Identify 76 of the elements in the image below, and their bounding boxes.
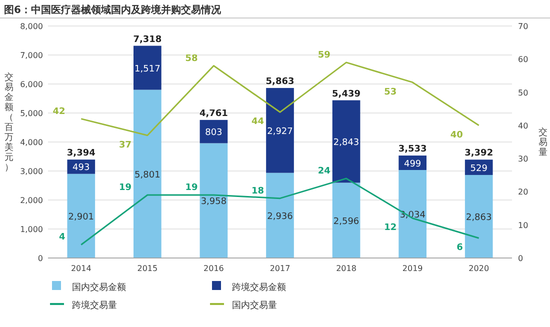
data-label: 499 <box>404 159 422 170</box>
y-tick-label: 2,000 <box>20 196 43 205</box>
text: 交易金额（百万美元） <box>4 73 14 173</box>
data-label: 37 <box>118 140 132 150</box>
y2-tick-label: 40 <box>518 121 528 130</box>
legend-label: 跨境交易金额 <box>232 282 286 293</box>
legend-label: 国内交易量 <box>232 300 277 311</box>
legend-label: 国内交易金额 <box>72 282 126 293</box>
data-label: 42 <box>52 106 66 117</box>
data-label: 2,843 <box>333 138 360 148</box>
data-label: 2,863 <box>466 212 492 223</box>
y-tick-label: 6,000 <box>20 80 43 89</box>
bar <box>398 170 426 258</box>
data-label: 24 <box>318 166 330 176</box>
x-tick-label: 2019 <box>402 264 423 273</box>
data-label: 18 <box>252 186 264 196</box>
data-label: 803 <box>205 128 222 138</box>
data-label: 40 <box>450 130 463 140</box>
y2-tick-label: 10 <box>518 220 528 230</box>
data-label: 59 <box>318 50 330 60</box>
y-tick-label: 7,000 <box>20 51 43 60</box>
bar <box>332 182 360 258</box>
y-tick-label: 5,000 <box>20 109 43 118</box>
bar <box>266 172 294 258</box>
y-tick-label: 0 <box>38 254 43 263</box>
total-label: 3,392 <box>464 148 494 159</box>
x-tick-label: 2014 <box>70 264 92 273</box>
total-label: 3,533 <box>398 144 427 155</box>
data-label: 5,801 <box>134 170 160 180</box>
bar <box>67 174 96 258</box>
x-tick-label: 2017 <box>270 264 290 273</box>
data-label: 493 <box>72 163 90 174</box>
y2-tick-label: 50 <box>518 88 528 98</box>
total-label: 4,761 <box>199 108 228 119</box>
data-label: 1,517 <box>134 64 160 74</box>
bar <box>332 100 360 183</box>
y-tick-label: 4,000 <box>20 138 43 147</box>
data-label: 53 <box>384 87 397 98</box>
y2-tick-label: 60 <box>518 55 528 64</box>
bar <box>464 174 493 258</box>
y2-axis-title: 交易量 <box>538 127 548 158</box>
bar <box>134 90 162 258</box>
x-tick-label: 2018 <box>336 264 356 273</box>
bar <box>266 88 294 173</box>
data-label: 19 <box>185 183 198 194</box>
data-label: 6 <box>456 243 463 254</box>
bar <box>200 143 228 258</box>
y-tick-label: 8,000 <box>20 22 43 31</box>
y2-tick-label: 0 <box>518 254 524 263</box>
x-tick-label: 2015 <box>137 264 158 273</box>
data-label: 12 <box>384 223 397 234</box>
data-label: 58 <box>185 54 198 64</box>
total-label: 5,439 <box>332 89 361 100</box>
total-label: 3,394 <box>66 148 96 159</box>
data-label: 2,927 <box>267 126 293 137</box>
data-label: 44 <box>252 117 264 128</box>
total-label: 7,318 <box>133 34 162 45</box>
y-tick-label: 3,000 <box>20 167 43 176</box>
data-label: 3,958 <box>200 197 227 208</box>
x-tick-label: 2020 <box>468 264 490 273</box>
data-label: 2,596 <box>333 216 360 227</box>
chart-title: 图6：中国医疗器械领域国内及跨境并购交易情况 <box>4 4 222 16</box>
y2-tick-label: 30 <box>518 154 528 164</box>
y2-tick-label: 20 <box>518 188 528 197</box>
data-label: 4 <box>58 232 66 243</box>
total-label: 5,863 <box>266 76 294 87</box>
data-label: 2,901 <box>68 212 94 222</box>
bar <box>134 46 162 90</box>
y2-tick-label: 70 <box>518 22 528 31</box>
data-label: 19 <box>118 183 132 194</box>
legend-label: 跨境交易量 <box>72 300 117 311</box>
y-tick-label: 1,000 <box>20 225 43 234</box>
line-series <box>80 62 480 136</box>
data-label: 2,936 <box>267 212 294 222</box>
data-label: 529 <box>470 164 488 174</box>
x-tick-label: 2016 <box>204 264 224 273</box>
